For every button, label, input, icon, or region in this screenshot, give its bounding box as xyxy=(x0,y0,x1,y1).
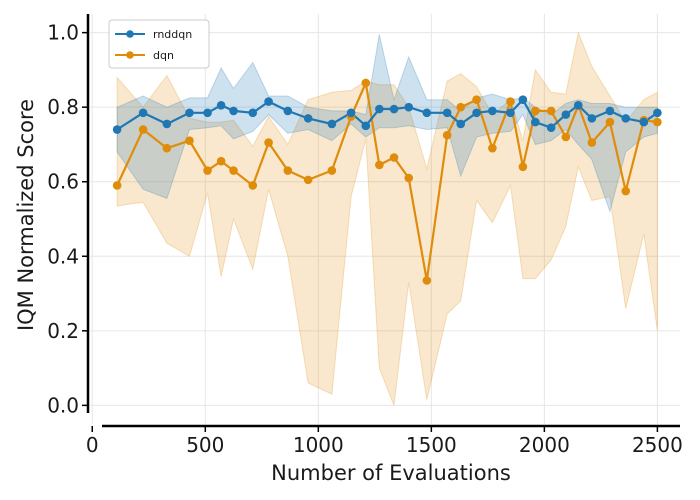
legend-label-dqn: dqn xyxy=(153,49,174,62)
y-tick-label: 0.6 xyxy=(47,170,79,194)
point-dqn xyxy=(389,153,399,162)
x-tick-label: 1000 xyxy=(293,433,344,457)
point-rnddqn xyxy=(162,119,172,129)
x-tick-label: 0 xyxy=(86,433,99,457)
point-dqn xyxy=(162,143,172,153)
point-dqn xyxy=(203,166,212,175)
point-rnddqn xyxy=(488,106,497,116)
x-tick-label: 2500 xyxy=(632,433,683,457)
point-rnddqn xyxy=(327,119,337,129)
point-dqn xyxy=(422,276,432,285)
point-rnddqn xyxy=(456,119,466,129)
point-dqn xyxy=(621,186,631,196)
band-dqn xyxy=(116,30,658,406)
y-axis-label: IQM Normalized Score xyxy=(14,99,38,331)
point-dqn xyxy=(303,175,313,185)
x-axis-label: Number of Evaluations xyxy=(271,461,511,485)
point-dqn xyxy=(361,78,371,88)
y-tick-label: 0.4 xyxy=(47,244,79,268)
x-ticks: 0 500 1000 1500 2000 2500 xyxy=(86,426,683,457)
point-rnddqn xyxy=(546,123,556,132)
point-rnddqn xyxy=(375,104,384,114)
point-rnddqn xyxy=(346,108,356,118)
y-tick-label: 0.0 xyxy=(47,393,79,417)
point-rnddqn xyxy=(216,101,226,110)
point-rnddqn xyxy=(264,97,273,106)
band-rnddqn xyxy=(116,34,658,214)
point-rnddqn xyxy=(639,117,649,127)
point-rnddqn xyxy=(653,108,662,118)
point-dqn xyxy=(605,117,615,127)
point-dqn xyxy=(283,166,293,175)
legend-marker-rnddqn xyxy=(126,30,134,38)
legend: rnddqn dqn xyxy=(108,19,210,69)
point-rnddqn xyxy=(561,110,571,119)
legend-marker-dqn xyxy=(126,51,134,59)
point-dqn xyxy=(185,136,194,146)
point-dqn xyxy=(518,162,528,172)
point-rnddqn xyxy=(112,125,122,134)
y-tick-label: 0.8 xyxy=(47,95,79,119)
y-ticks: 0.0 0.2 0.4 0.6 0.8 1.0 xyxy=(47,21,88,417)
point-rnddqn xyxy=(229,106,238,116)
point-rnddqn xyxy=(621,114,631,123)
point-dqn xyxy=(229,166,238,175)
point-rnddqn xyxy=(361,121,371,131)
point-rnddqn xyxy=(138,108,148,118)
point-rnddqn xyxy=(587,114,597,123)
point-dqn xyxy=(264,138,273,147)
x-tick-label: 500 xyxy=(186,433,224,457)
point-dqn xyxy=(546,106,556,116)
point-rnddqn xyxy=(404,102,414,112)
point-dqn xyxy=(442,130,452,140)
point-dqn xyxy=(531,106,540,116)
point-dqn xyxy=(472,95,481,105)
point-dqn xyxy=(587,138,597,147)
point-dqn xyxy=(248,181,258,190)
point-rnddqn xyxy=(389,104,399,114)
point-rnddqn xyxy=(605,106,615,116)
point-rnddqn xyxy=(185,108,194,118)
point-rnddqn xyxy=(442,108,452,118)
point-dqn xyxy=(216,156,226,166)
point-dqn xyxy=(456,102,466,112)
point-rnddqn xyxy=(203,108,212,118)
point-dqn xyxy=(404,173,414,183)
point-rnddqn xyxy=(283,106,293,116)
x-tick-label: 1500 xyxy=(406,433,457,457)
confidence-bands xyxy=(116,30,658,406)
point-dqn xyxy=(561,132,571,142)
point-dqn xyxy=(327,166,337,175)
point-rnddqn xyxy=(518,95,528,105)
point-rnddqn xyxy=(472,108,481,118)
point-rnddqn xyxy=(506,108,515,118)
point-dqn xyxy=(112,181,122,190)
point-dqn xyxy=(488,143,497,153)
point-rnddqn xyxy=(531,117,540,127)
point-dqn xyxy=(375,160,384,170)
point-rnddqn xyxy=(573,101,583,110)
point-dqn xyxy=(653,117,662,127)
legend-label-rnddqn: rnddqn xyxy=(153,28,192,41)
x-tick-label: 2000 xyxy=(519,433,570,457)
point-dqn xyxy=(138,125,148,134)
y-tick-label: 1.0 xyxy=(47,21,79,45)
point-dqn xyxy=(506,97,515,106)
point-rnddqn xyxy=(303,114,313,123)
point-rnddqn xyxy=(248,108,258,118)
point-rnddqn xyxy=(422,108,432,118)
data-points xyxy=(112,78,662,285)
y-tick-label: 0.2 xyxy=(47,319,79,343)
